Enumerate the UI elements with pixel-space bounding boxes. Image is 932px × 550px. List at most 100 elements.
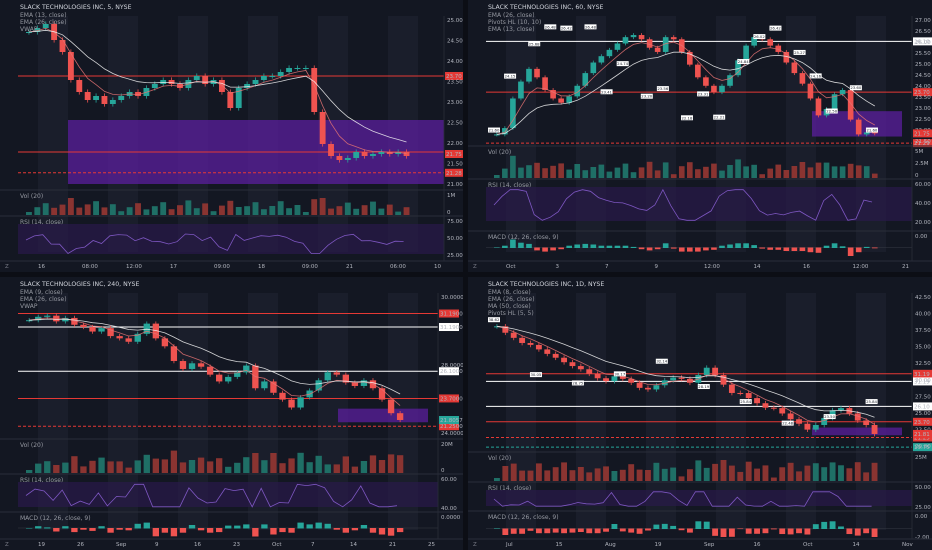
candle-body: [227, 92, 234, 108]
indicator-label: EMA (26, close): [20, 296, 67, 303]
macd-histogram-bar: [787, 528, 794, 535]
pivot-label: 21.60: [489, 128, 500, 133]
candle-body: [370, 154, 376, 156]
time-axis-tick: Nov: [902, 542, 913, 548]
candle-body: [670, 377, 677, 381]
macd-histogram-bar: [216, 528, 223, 533]
price-tag: [445, 150, 463, 158]
candle-body: [67, 52, 74, 80]
volume-bar: [727, 165, 733, 178]
volume-bar: [80, 466, 87, 473]
price-tag: [913, 129, 932, 138]
time-axis-tick: 7: [605, 264, 609, 270]
volume-bar: [197, 457, 205, 473]
candle-body: [619, 376, 626, 379]
price-axis-tick: 22.00: [447, 141, 463, 147]
macd-histogram-bar: [518, 242, 524, 248]
macd-histogram-bar: [360, 525, 368, 529]
chart-panel-daily[interactable]: 31.19 31.19 26.10 23.70 21.25 19.75 42.50 40.00…: [468, 277, 932, 550]
pivot-label: 23.56: [657, 86, 668, 91]
volume-bar: [378, 208, 385, 215]
macd-histogram-bar: [855, 247, 862, 253]
candle-body: [767, 39, 774, 46]
volume-bar: [611, 471, 618, 481]
macd-histogram-bar: [804, 528, 811, 535]
chart-240min-svg[interactable]: 31.1900 31.1900 26.1000 23.7000 21.2500 30.00…: [0, 277, 463, 550]
candle-body: [638, 35, 645, 40]
candle-body: [107, 328, 114, 337]
volume-bar: [590, 167, 597, 178]
macd-histogram-bar: [646, 247, 653, 251]
volume-bar: [494, 478, 500, 481]
macd-histogram-bar: [297, 522, 304, 529]
volume-bar: [619, 469, 626, 481]
macd-histogram-bar: [252, 528, 259, 537]
time-axis-tick: 26: [77, 542, 84, 548]
volume-bar: [286, 208, 293, 215]
rsi-band: [18, 482, 438, 507]
chart-panel-60min[interactable]: 26.10 23.70 21.29 27.00 26.50 26.00 25.50 25.00…: [468, 0, 932, 272]
macd-histogram-bar: [369, 528, 377, 533]
macd-histogram-bar: [552, 528, 559, 533]
price-axis-tick: 30.00: [915, 378, 931, 384]
volume-bar: [606, 171, 613, 178]
panel-divider-horizontal[interactable]: [0, 272, 932, 277]
candle-body: [101, 96, 108, 104]
macd-histogram-bar: [279, 528, 286, 533]
chart-title: SLACK TECHNOLOGIES INC, 5, NYSE: [20, 4, 132, 11]
pivot-tag: [560, 25, 573, 31]
candle-body: [387, 399, 395, 414]
pivot-tag: [640, 93, 653, 99]
volume-bar: [328, 208, 334, 215]
chart-panel-240min[interactable]: 31.1900 31.1900 26.1000 23.7000 21.2500 30.00…: [0, 277, 463, 550]
volume-bar: [767, 168, 774, 178]
volume-bar: [534, 162, 540, 178]
price-axis-tick: 20.00: [915, 444, 931, 450]
volume-bar: [561, 462, 568, 481]
volume-bar: [311, 199, 318, 215]
level-label: 23.70: [914, 90, 930, 96]
pivot-tag: [793, 49, 806, 55]
indicator-label: Pivots HL (10, 10): [488, 19, 541, 26]
candle-body: [783, 51, 790, 63]
macd-histogram-bar: [582, 243, 589, 248]
candle-body: [847, 90, 854, 120]
macd-histogram-bar: [35, 526, 42, 529]
volume-bar: [93, 201, 100, 215]
pivot-tag: [571, 380, 584, 386]
macd-histogram-bar: [342, 528, 349, 533]
pivot-tag: [656, 86, 669, 92]
candle-body: [654, 47, 661, 52]
candle-body: [594, 373, 601, 379]
macd-histogram-bar: [812, 524, 819, 529]
ema-line: [29, 318, 401, 395]
level-tag: [913, 402, 932, 411]
volume-bar: [336, 206, 343, 215]
macd-histogram-bar: [871, 528, 878, 537]
volume-bar: [71, 456, 78, 473]
macd-histogram-bar: [863, 246, 870, 248]
price-tag-label: 21.8057: [440, 418, 463, 424]
candle-body: [678, 377, 685, 379]
candle-body: [812, 425, 819, 430]
price-axis-tick: 22.50: [447, 121, 463, 127]
macd-histogram-bar: [678, 247, 685, 252]
candle-body: [751, 37, 757, 46]
chart-5min-svg[interactable]: 23.70 21.28 25.00 24.50 24.00 23.50 23.00 22.50…: [0, 0, 463, 272]
chart-60min-svg[interactable]: 26.10 23.70 21.29 27.00 26.50 26.00 25.50 25.00…: [468, 0, 932, 272]
macd-histogram-bar: [502, 528, 509, 535]
level-label: 21.28: [446, 171, 462, 177]
macd-histogram-bar: [762, 528, 769, 534]
volume-bar: [378, 460, 386, 473]
volume-bar: [35, 463, 42, 473]
volume-bar: [759, 174, 766, 178]
macd-histogram-bar: [846, 528, 853, 535]
volume-bar: [779, 467, 786, 481]
macd-histogram-bar: [728, 528, 735, 537]
volume-bar: [831, 166, 838, 178]
chart-panel-5min[interactable]: 23.70 21.28 25.00 24.50 24.00 23.50 23.00 22.50…: [0, 0, 463, 272]
candle-body: [279, 392, 286, 400]
candle-body: [720, 375, 727, 385]
volume-bar: [662, 162, 669, 178]
